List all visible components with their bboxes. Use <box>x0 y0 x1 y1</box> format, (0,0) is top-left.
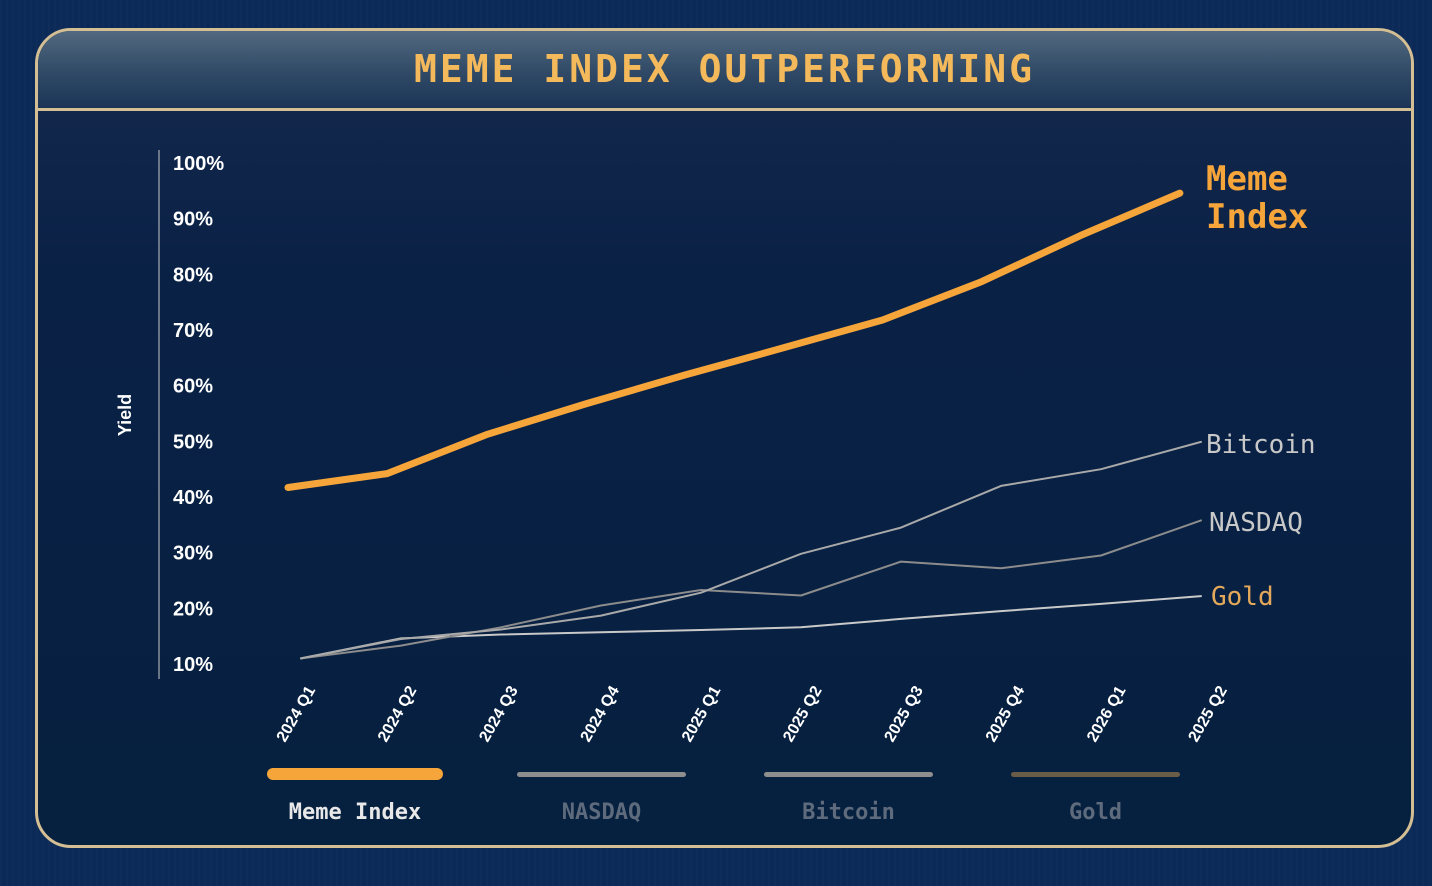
end-label-nasdaq: NASDAQ <box>1209 508 1303 538</box>
x-tick-label: 2024 Q2 <box>375 683 420 745</box>
x-tick-label: 2025 Q1 <box>679 683 724 745</box>
series-line-nasdaq <box>300 519 1202 660</box>
legend-swatch-gold <box>1011 772 1180 777</box>
panel-header: MEME INDEX OUTPERFORMING <box>38 31 1411 111</box>
y-tick-label: 80% <box>173 264 213 286</box>
legend-swatch-nasdaq <box>517 772 686 777</box>
legend-label-nasdaq: NASDAQ <box>562 800 641 825</box>
x-tick-label: 2026 Q1 <box>1084 683 1129 745</box>
y-axis-title: Yield <box>115 394 135 436</box>
x-tick-label: 2025 Q3 <box>882 683 927 745</box>
series-line-gold <box>300 595 1202 660</box>
end-label-meme-index-line2: Index <box>1206 197 1308 237</box>
series-line-bitcoin <box>300 440 1202 660</box>
legend-label-gold: Gold <box>1069 800 1122 825</box>
x-tick-label: 2025 Q2 <box>1185 683 1230 745</box>
y-tick-label: 20% <box>173 598 213 620</box>
x-tick-label: 2025 Q2 <box>780 683 825 745</box>
x-tick-label: 2024 Q1 <box>274 683 319 745</box>
x-tick-label: 2024 Q4 <box>578 683 623 745</box>
x-tick-label: 2025 Q4 <box>983 683 1028 745</box>
series-line-meme-index <box>284 189 1184 491</box>
legend-label-bitcoin: Bitcoin <box>802 800 895 825</box>
end-label-gold: Gold <box>1211 582 1274 612</box>
y-tick-label: 100% <box>173 153 224 175</box>
y-tick-label: 90% <box>173 209 213 231</box>
end-label-bitcoin: Bitcoin <box>1206 430 1316 460</box>
legend-swatch-meme-index <box>267 768 443 780</box>
y-tick-label: 70% <box>173 320 213 342</box>
y-tick-label: 60% <box>173 376 213 398</box>
x-tick-label: 2024 Q3 <box>476 683 521 745</box>
chart-title: MEME INDEX OUTPERFORMING <box>413 47 1036 91</box>
y-tick-label: 30% <box>173 543 213 565</box>
y-tick-label: 10% <box>173 654 213 676</box>
y-tick-label: 40% <box>173 487 213 509</box>
legend-label-meme-index: Meme Index <box>289 800 421 825</box>
legend-swatch-bitcoin <box>764 772 933 777</box>
chart-panel: MEME INDEX OUTPERFORMING <box>35 28 1414 848</box>
y-tick-label: 50% <box>173 431 213 453</box>
end-label-meme-index-line1: Meme <box>1206 159 1288 199</box>
